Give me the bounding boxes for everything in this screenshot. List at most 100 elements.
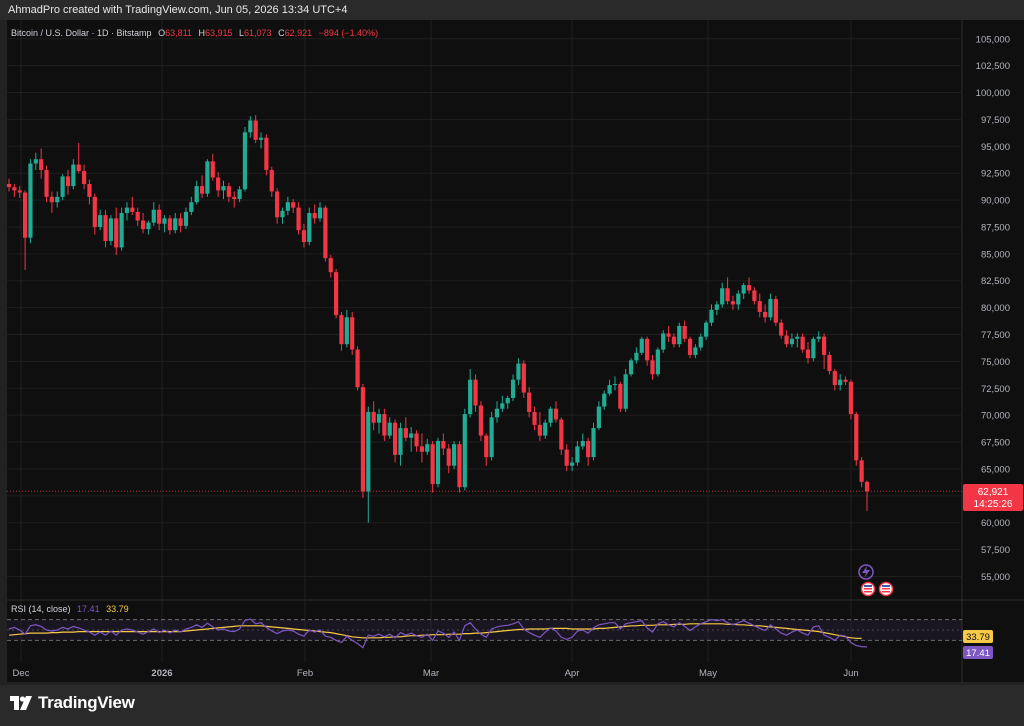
time-scale[interactable] — [7, 662, 962, 682]
legend-low-label: L — [239, 28, 244, 38]
candle — [253, 115, 258, 144]
candle-body — [510, 379, 516, 398]
candle-body — [773, 299, 778, 323]
candle — [468, 368, 473, 418]
us-flag-icon[interactable] — [878, 581, 894, 597]
candle-body — [199, 186, 205, 194]
candle — [795, 333, 800, 348]
candle-body — [628, 360, 634, 375]
candle-body — [216, 177, 221, 191]
tradingview-logo[interactable]: TradingView — [10, 693, 135, 713]
candle-body — [33, 159, 38, 164]
candle-body — [275, 191, 280, 218]
candle — [419, 433, 425, 463]
candle-body — [140, 220, 146, 230]
candle-body — [419, 446, 425, 452]
legend-change: −894 (−1.40%) — [319, 28, 379, 38]
candle — [441, 433, 446, 455]
candle — [275, 188, 280, 224]
x-tick-label: Jun — [843, 668, 858, 679]
candle — [393, 419, 398, 463]
y-tick-label: 72,500 — [981, 384, 1010, 395]
candle-body — [221, 186, 226, 191]
lightning-icon[interactable] — [858, 564, 874, 580]
candle — [677, 322, 682, 348]
candle-body — [60, 176, 65, 197]
candle-body — [811, 338, 816, 359]
candle-body — [242, 132, 248, 190]
rsi-label: RSI (14, close) — [11, 604, 71, 614]
candle — [473, 374, 478, 412]
candle-body — [350, 317, 355, 350]
us-flag-icon[interactable] — [860, 581, 876, 597]
price-scale[interactable] — [962, 20, 1024, 682]
candle — [371, 401, 376, 431]
candle — [698, 333, 703, 351]
candle-body — [307, 212, 312, 243]
candle-body — [376, 414, 382, 423]
candle-body — [291, 202, 296, 208]
candle-body — [22, 192, 28, 238]
candle-body — [645, 338, 650, 361]
candle — [779, 319, 784, 339]
candle — [376, 408, 382, 434]
candle — [586, 437, 591, 466]
candle — [720, 282, 725, 308]
candle-body — [183, 211, 189, 226]
event-markers[interactable] — [858, 564, 894, 597]
candle — [510, 374, 516, 402]
candle — [71, 159, 76, 190]
price-pane[interactable] — [7, 20, 962, 600]
candle — [639, 336, 644, 355]
candle — [403, 417, 408, 441]
candle-body — [709, 309, 714, 323]
candle — [693, 344, 698, 359]
candle — [527, 387, 532, 418]
candle-body — [81, 171, 87, 184]
candle-body — [387, 422, 392, 436]
x-tick-label: 2026 — [151, 668, 172, 679]
candle-body — [334, 272, 339, 316]
candle — [489, 411, 494, 461]
candle-body — [55, 196, 60, 203]
candle — [864, 480, 870, 512]
candle — [81, 164, 87, 190]
candle-body — [317, 207, 323, 219]
chart-area[interactable]: 105,000 102,500 100,000 97,500 95,000 92,500 9… — [7, 20, 1024, 682]
rsi-ma-badge-bg — [963, 630, 993, 643]
candle — [146, 220, 151, 235]
candle-body — [130, 207, 135, 212]
x-tick-label: May — [699, 668, 717, 679]
candle-body — [360, 387, 366, 492]
y-tick-label: 105,000 — [976, 34, 1010, 45]
candle — [157, 204, 162, 231]
candle-body — [789, 338, 795, 345]
candle-body — [677, 325, 682, 345]
rsi-ma-badge-value: 33.79 — [966, 632, 990, 643]
candle-body — [296, 207, 301, 231]
x-tick-label: Apr — [565, 668, 580, 679]
candle — [569, 457, 575, 472]
candle — [414, 430, 419, 452]
candle — [162, 215, 167, 233]
candle — [173, 212, 178, 234]
candle — [28, 159, 33, 244]
price-badge-value: 62,921 — [978, 487, 1009, 498]
candle-body — [779, 322, 784, 336]
candle-body — [822, 336, 827, 355]
candle-body — [543, 422, 548, 436]
candle — [242, 126, 248, 192]
candle-body — [532, 411, 537, 425]
candle-body — [167, 218, 172, 231]
legend-open: 63,811 — [165, 28, 192, 38]
candle-body — [854, 414, 859, 461]
legend-close: 62,921 — [285, 28, 313, 38]
candle — [709, 304, 714, 326]
candle — [532, 406, 537, 431]
candle — [221, 180, 226, 199]
candle — [360, 383, 366, 498]
candle-body — [746, 285, 752, 291]
candle — [843, 376, 848, 386]
candle — [811, 336, 816, 362]
candle-body — [832, 371, 837, 386]
